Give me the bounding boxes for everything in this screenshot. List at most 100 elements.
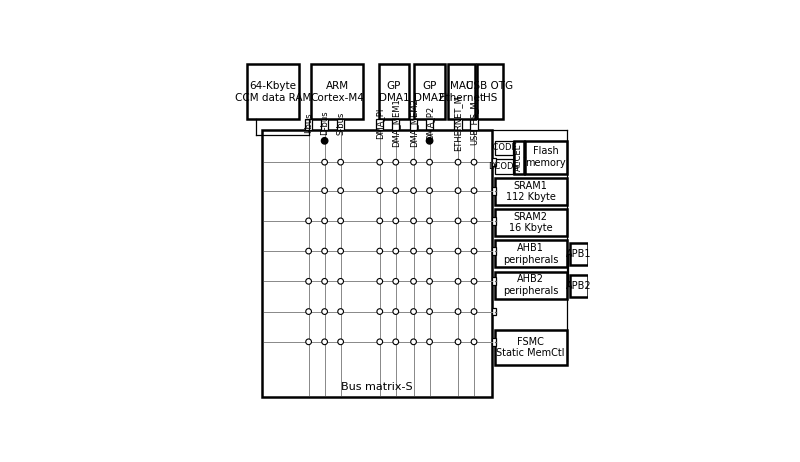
Circle shape [306,309,311,315]
Bar [494,178,566,205]
Bar [311,64,363,120]
Circle shape [393,159,398,165]
Text: SRAM2
16 Kbyte: SRAM2 16 Kbyte [509,212,553,233]
Circle shape [410,218,417,224]
Text: USB OTG
HS: USB OTG HS [466,81,514,103]
Bar [470,120,478,130]
Circle shape [322,309,327,315]
Text: USB_HS_M: USB_HS_M [470,101,478,146]
Circle shape [471,248,477,254]
Bar [514,141,524,174]
Circle shape [426,248,433,254]
Bar [337,120,344,130]
Circle shape [471,159,477,165]
Bar [492,247,496,255]
Text: ACCEL: ACCEL [514,144,523,171]
Circle shape [426,279,433,284]
Circle shape [393,339,398,345]
Circle shape [455,339,461,345]
Text: AHB2
peripherals: AHB2 peripherals [503,274,558,296]
Bar [426,120,433,130]
Circle shape [410,188,417,194]
Circle shape [377,339,382,345]
Circle shape [410,248,417,254]
Text: DMA_P2: DMA_P2 [425,106,434,140]
Circle shape [377,309,382,315]
Text: ETHERNET_M: ETHERNET_M [454,95,462,151]
Text: GP
DMA1: GP DMA1 [378,81,410,103]
Circle shape [471,339,477,345]
Circle shape [338,218,343,224]
Text: DCODE: DCODE [489,162,519,170]
Circle shape [377,218,382,224]
Circle shape [338,339,343,345]
Circle shape [322,248,327,254]
Circle shape [455,309,461,315]
Circle shape [322,218,327,224]
Text: I-bus: I-bus [304,113,313,134]
Circle shape [410,159,417,165]
Text: ICODE: ICODE [490,143,518,152]
Bar [492,158,496,166]
Bar [570,274,588,297]
Circle shape [426,218,433,224]
Circle shape [393,218,398,224]
Circle shape [426,138,433,144]
Circle shape [455,188,461,194]
Circle shape [455,248,461,254]
Bar [492,187,496,195]
Bar [492,308,496,316]
Circle shape [322,159,327,165]
Text: GP
DMA2: GP DMA2 [414,81,445,103]
Text: APB1: APB1 [566,249,592,259]
Text: Bus matrix-S: Bus matrix-S [342,382,413,392]
Text: MAC
Ethernet: MAC Ethernet [439,81,484,103]
Text: Flash
memory: Flash memory [526,146,566,168]
Circle shape [377,248,382,254]
Bar [448,64,475,120]
Bar [526,141,566,174]
Bar [477,64,503,120]
Circle shape [306,218,311,224]
Bar [494,209,566,236]
Circle shape [426,339,433,345]
Bar [262,130,492,397]
Circle shape [410,309,417,315]
Text: 64-Kbyte
CCM data RAM: 64-Kbyte CCM data RAM [235,81,311,103]
Circle shape [455,218,461,224]
Circle shape [338,248,343,254]
Circle shape [455,279,461,284]
Bar [494,141,513,155]
Circle shape [338,159,343,165]
Bar [570,243,588,265]
Text: APB2: APB2 [566,280,592,291]
Bar [454,120,462,130]
Circle shape [322,279,327,284]
Circle shape [306,248,311,254]
Circle shape [393,188,398,194]
Bar [410,120,417,130]
Circle shape [322,188,327,194]
Text: DMA_MEM1: DMA_MEM1 [391,99,400,147]
Circle shape [338,188,343,194]
Circle shape [426,309,433,315]
Circle shape [426,188,433,194]
Circle shape [393,279,398,284]
Text: DMA_PI: DMA_PI [375,107,384,139]
Text: DMA_MEM2: DMA_MEM2 [409,99,418,147]
Bar [494,330,566,365]
Circle shape [471,309,477,315]
Bar [494,272,566,299]
Bar [392,120,399,130]
Circle shape [377,159,382,165]
Bar [247,64,299,120]
Circle shape [471,188,477,194]
Circle shape [393,309,398,315]
Circle shape [306,339,311,345]
Bar [492,277,496,285]
Bar [379,64,409,120]
Bar [321,120,328,130]
Circle shape [322,138,328,144]
Circle shape [471,279,477,284]
Bar [305,120,312,130]
